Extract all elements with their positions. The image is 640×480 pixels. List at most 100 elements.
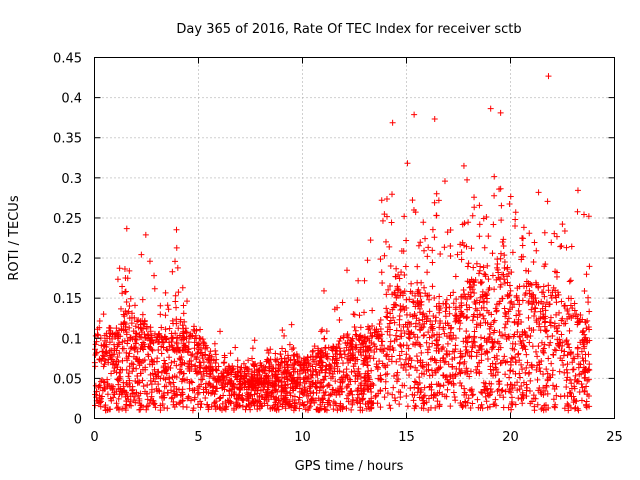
data-point bbox=[534, 376, 541, 383]
data-point bbox=[175, 344, 182, 351]
data-point bbox=[357, 407, 364, 414]
data-point bbox=[124, 357, 131, 364]
data-point bbox=[279, 345, 286, 352]
data-point bbox=[173, 362, 180, 369]
data-point bbox=[411, 111, 418, 118]
data-point bbox=[272, 371, 279, 378]
data-point bbox=[332, 387, 339, 394]
data-point bbox=[501, 353, 508, 360]
data-point bbox=[395, 286, 402, 293]
data-point bbox=[140, 339, 147, 346]
data-point bbox=[263, 394, 270, 401]
data-point bbox=[544, 390, 551, 397]
data-point bbox=[518, 256, 525, 263]
data-point bbox=[377, 346, 384, 353]
data-point bbox=[553, 294, 560, 301]
data-point bbox=[257, 359, 264, 366]
data-point bbox=[318, 379, 325, 386]
data-point bbox=[461, 358, 468, 365]
data-point bbox=[490, 319, 497, 326]
data-point bbox=[131, 302, 138, 309]
data-point bbox=[429, 333, 436, 340]
data-point bbox=[531, 239, 538, 246]
data-point bbox=[251, 337, 258, 344]
data-point bbox=[520, 392, 527, 399]
data-point bbox=[501, 305, 508, 312]
data-point bbox=[343, 371, 350, 378]
data-point bbox=[198, 381, 205, 388]
data-point bbox=[426, 292, 433, 299]
data-point bbox=[226, 392, 233, 399]
data-point bbox=[229, 385, 236, 392]
data-point bbox=[548, 295, 555, 302]
data-point bbox=[572, 404, 579, 411]
data-point bbox=[484, 320, 491, 327]
data-point bbox=[512, 209, 519, 216]
data-point bbox=[491, 173, 498, 180]
data-point bbox=[519, 400, 526, 407]
data-point bbox=[458, 256, 465, 263]
data-point bbox=[349, 401, 356, 408]
data-point bbox=[252, 398, 259, 405]
data-point bbox=[271, 383, 278, 390]
data-point bbox=[411, 392, 418, 399]
data-point bbox=[227, 380, 234, 387]
data-point bbox=[343, 366, 350, 373]
data-point bbox=[569, 305, 576, 312]
data-point bbox=[440, 324, 447, 331]
y-tick-label: 0 bbox=[74, 413, 82, 428]
data-point bbox=[437, 305, 444, 312]
data-point bbox=[173, 226, 180, 233]
data-point bbox=[269, 405, 276, 412]
data-point bbox=[530, 291, 537, 298]
data-point bbox=[104, 382, 111, 389]
data-point bbox=[483, 348, 490, 355]
data-point bbox=[465, 219, 472, 226]
data-point bbox=[406, 372, 413, 379]
data-point bbox=[441, 244, 448, 251]
data-point bbox=[123, 398, 130, 405]
data-point bbox=[461, 220, 468, 227]
data-point bbox=[540, 349, 547, 356]
data-point bbox=[513, 294, 520, 301]
data-point bbox=[481, 298, 488, 305]
data-point bbox=[385, 286, 392, 293]
x-tick-label: 15 bbox=[398, 430, 415, 445]
data-point bbox=[360, 395, 367, 402]
data-point bbox=[506, 306, 513, 313]
data-point bbox=[126, 324, 133, 331]
data-point bbox=[470, 264, 477, 271]
data-point bbox=[179, 333, 186, 340]
data-point bbox=[563, 338, 570, 345]
data-point bbox=[562, 302, 569, 309]
data-point bbox=[384, 324, 391, 331]
data-point bbox=[459, 404, 466, 411]
data-point bbox=[564, 361, 571, 368]
data-point bbox=[443, 296, 450, 303]
x-tick-label: 0 bbox=[90, 430, 98, 445]
data-point bbox=[310, 347, 317, 354]
data-point bbox=[340, 369, 347, 376]
data-point bbox=[141, 357, 148, 364]
data-point bbox=[487, 391, 494, 398]
data-point bbox=[526, 388, 533, 395]
data-point bbox=[326, 397, 333, 404]
data-point bbox=[113, 369, 120, 376]
y-tick-label: 0.35 bbox=[53, 132, 82, 147]
data-point bbox=[242, 406, 249, 413]
data-point bbox=[540, 384, 547, 391]
data-point bbox=[430, 394, 437, 401]
data-point bbox=[221, 359, 228, 366]
data-point bbox=[319, 395, 326, 402]
data-point bbox=[305, 378, 312, 385]
data-point bbox=[320, 395, 327, 402]
data-point bbox=[101, 361, 108, 368]
data-point bbox=[493, 402, 500, 409]
data-point bbox=[349, 391, 356, 398]
data-point bbox=[180, 370, 187, 377]
data-point bbox=[365, 323, 372, 330]
data-point bbox=[432, 369, 439, 376]
data-point bbox=[272, 350, 279, 357]
data-point bbox=[158, 324, 165, 331]
data-point bbox=[444, 229, 451, 236]
